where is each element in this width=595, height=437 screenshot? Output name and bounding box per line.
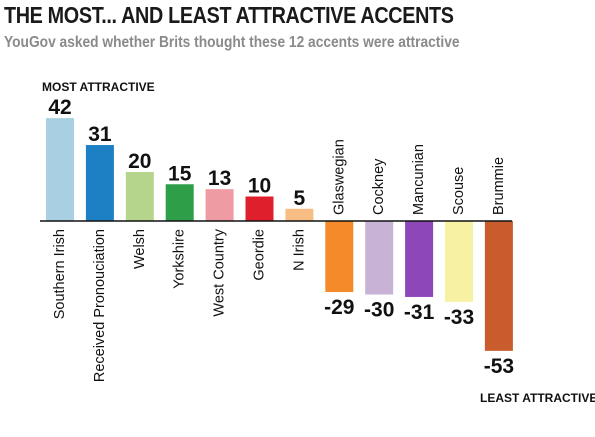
category-label-2: Welsh (132, 229, 148, 269)
bar-1 (85, 145, 114, 221)
category-label-4: West Country (212, 228, 228, 316)
value-label-6: 5 (294, 187, 306, 210)
category-label-3: Yorkshire (172, 229, 188, 289)
value-label-7: -29 (324, 296, 354, 319)
value-label-1: 31 (88, 123, 112, 146)
value-label-2: 20 (128, 150, 151, 173)
value-label-10: -33 (444, 306, 474, 329)
bar-9 (405, 221, 434, 297)
value-label-3: 15 (168, 162, 192, 185)
bar-3 (165, 184, 194, 221)
chart-subtitle: YouGov asked whether Brits thought these… (4, 34, 460, 51)
category-label-1: Received Pronouciation (92, 229, 108, 382)
most-attractive-label: MOST ATTRACTIVE (42, 80, 155, 94)
bar-11 (484, 221, 513, 351)
value-label-5: 10 (248, 175, 271, 198)
value-label-11: -53 (484, 355, 514, 378)
chart-title: THE MOST... AND LEAST ATTRACTIVE ACCENTS (4, 2, 454, 28)
value-label-4: 13 (208, 167, 231, 190)
category-label-10: Scouse (451, 167, 467, 215)
category-label-7: Glaswegian (331, 139, 347, 215)
labels-layer: 42 Southern Irish 31 Received Pronouciation… (48, 96, 514, 382)
value-label-9: -31 (404, 301, 435, 324)
category-label-5: Geordie (252, 229, 268, 281)
bar-6 (285, 208, 314, 221)
least-attractive-label: LEAST ATTRACTIVE (480, 391, 595, 405)
category-label-9: Mancunian (411, 144, 427, 215)
category-label-6: N Irish (291, 229, 307, 271)
bar-7 (325, 221, 354, 293)
bar-0 (46, 118, 74, 221)
bar-2 (125, 172, 154, 221)
bar-8 (365, 221, 394, 295)
category-label-11: Brummie (491, 157, 507, 215)
value-label-8: -30 (364, 299, 394, 322)
bar-10 (445, 221, 473, 302)
bar-4 (205, 189, 234, 221)
category-label-0: Southern Irish (52, 229, 68, 319)
bar-5 (245, 196, 274, 221)
value-label-0: 42 (48, 96, 71, 119)
bars-layer (46, 118, 513, 351)
category-label-8: Cockney (371, 158, 387, 215)
